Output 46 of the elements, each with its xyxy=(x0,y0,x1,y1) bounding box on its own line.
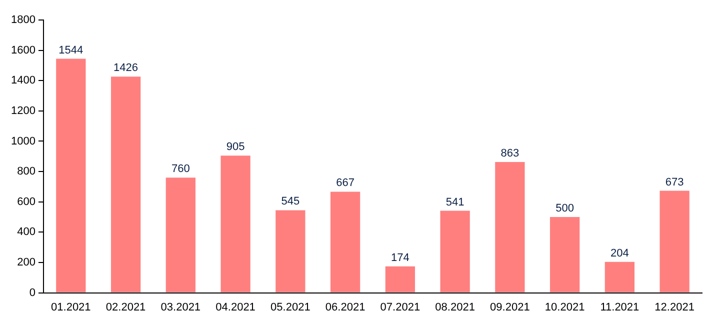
bar xyxy=(166,178,196,292)
y-tick-label: 0 xyxy=(29,286,36,299)
bar xyxy=(330,192,360,292)
bar xyxy=(220,156,250,292)
y-tick-label: 1600 xyxy=(10,44,36,56)
data-label: 1426 xyxy=(114,62,138,74)
data-label: 174 xyxy=(390,252,410,264)
data-label: 673 xyxy=(665,176,684,188)
y-tick-label: 400 xyxy=(17,226,36,238)
y-tick-label: 600 xyxy=(17,196,36,208)
x-tick-label: 09.2021 xyxy=(490,301,530,314)
data-label: 541 xyxy=(446,196,464,208)
x-tick-label: 06.2021 xyxy=(325,301,366,314)
bar xyxy=(440,210,470,292)
x-tick-label: 02.2021 xyxy=(106,301,146,314)
y-tick-label: 200 xyxy=(17,256,36,269)
y-tick-label: 1000 xyxy=(10,135,36,148)
x-tick-label: 10.2021 xyxy=(544,301,585,314)
data-label: 204 xyxy=(610,247,629,260)
data-label: 545 xyxy=(281,196,300,208)
y-tick-label: 1200 xyxy=(10,104,36,117)
x-tick-label: 04.2021 xyxy=(216,301,256,314)
x-tick-label: 11.2021 xyxy=(600,301,640,314)
x-tick-label: 03.2021 xyxy=(160,301,201,314)
data-label: 905 xyxy=(226,141,245,154)
x-tick-label: 07.2021 xyxy=(380,301,420,314)
x-tick-label: 12.2021 xyxy=(654,301,694,314)
bar xyxy=(550,217,580,292)
bar xyxy=(56,58,86,292)
data-label: 667 xyxy=(336,177,354,190)
data-label: 500 xyxy=(556,202,574,215)
bar xyxy=(110,76,141,292)
data-label: 760 xyxy=(171,163,190,176)
y-tick-label: 800 xyxy=(17,166,36,178)
y-tick-label: 1800 xyxy=(10,14,36,26)
bar xyxy=(604,262,634,292)
data-label: 1544 xyxy=(58,44,84,56)
x-tick-label: 01.2021 xyxy=(51,301,91,314)
bar xyxy=(495,162,525,292)
bar xyxy=(385,266,415,292)
y-tick-label: 1400 xyxy=(10,74,36,87)
bar xyxy=(660,190,690,292)
data-label: 863 xyxy=(500,148,520,160)
x-tick-label: 05.2021 xyxy=(270,301,310,314)
bar xyxy=(276,210,306,292)
x-tick-label: 08.2021 xyxy=(435,301,475,314)
